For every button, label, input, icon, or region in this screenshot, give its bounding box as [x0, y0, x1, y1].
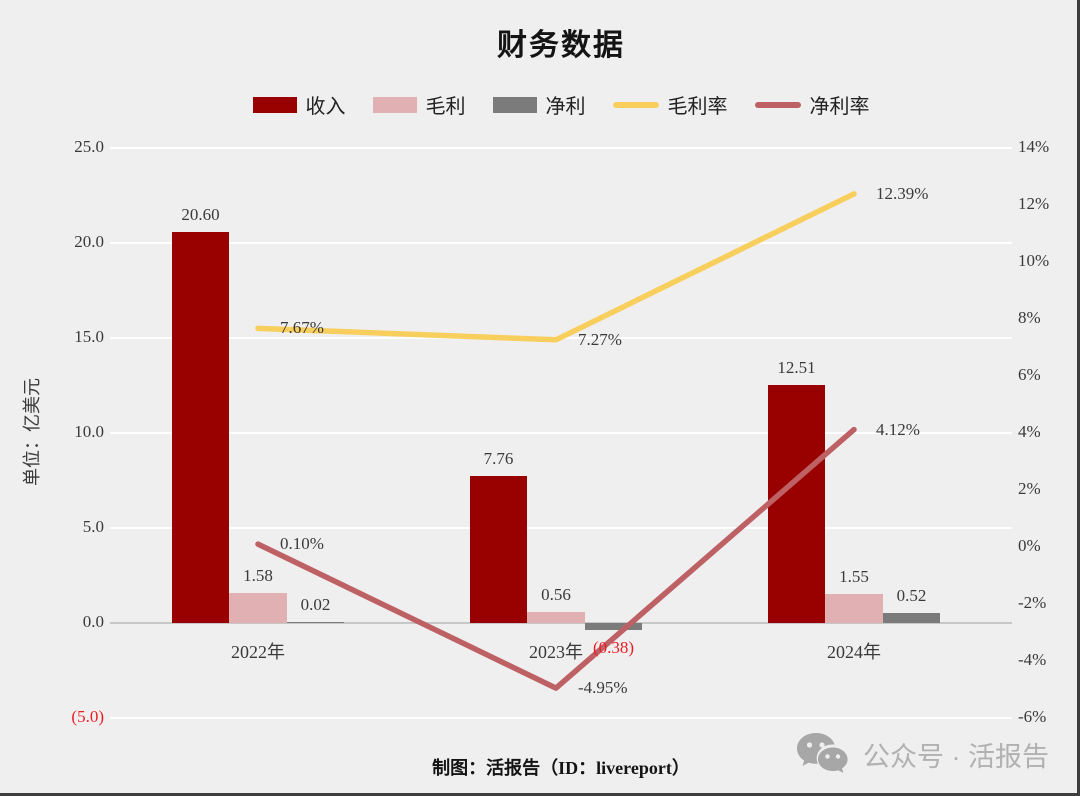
footer-credit: 制图：活报告（ID：livereport） [432, 758, 690, 778]
legend-label: 净利 [545, 96, 586, 118]
line-point-label: 12.39% [876, 183, 929, 203]
watermark: 公众号 · 活报告 [795, 731, 1049, 777]
line-毛利率 [255, 191, 857, 343]
legend-item-收入: 收入 [252, 90, 346, 119]
legend-line-swatch [612, 101, 659, 108]
bar-毛利-2024年 [825, 593, 883, 623]
gridline [110, 717, 1012, 719]
left-axis-tick-label: 25.0 [74, 137, 104, 156]
bar-收入-2023年 [469, 475, 528, 623]
legend-bar-swatch [252, 96, 297, 113]
bar-value-label: 0.56 [541, 585, 571, 605]
right-axis-tick-label: 0% [1018, 536, 1041, 555]
bar-value-label: 7.76 [483, 448, 514, 468]
right-axis-tick-label: 14% [1018, 137, 1050, 156]
x-axis-category-label: 2024年 [827, 642, 881, 662]
left-axis-tick-label: 20.0 [74, 232, 104, 251]
bar-净利-2022年 [286, 622, 345, 623]
bar-value-label: 1.58 [243, 565, 273, 585]
line-point-label: 0.10% [280, 534, 324, 554]
legend-line-swatch [754, 101, 801, 108]
x-axis-category-label: 2023年 [529, 642, 583, 662]
gridline [110, 147, 1012, 149]
legend-item-毛利率: 毛利率 [612, 90, 728, 119]
legend-item-净利率: 净利率 [754, 90, 870, 119]
legend-label: 净利率 [809, 96, 870, 118]
bar-收入-2024年 [767, 385, 826, 623]
bar-value-label: (0.38) [592, 638, 635, 658]
bar-毛利-2023年 [527, 612, 585, 623]
gridline [110, 527, 1012, 529]
line-point-label: 7.67% [280, 318, 324, 338]
bar-净利-2023年 [584, 623, 643, 631]
right-axis-tick-label: -6% [1018, 707, 1047, 726]
right-axis-tick-label: 8% [1018, 308, 1041, 327]
legend-label: 毛利率 [667, 96, 728, 118]
chart-title: 财务数据 [497, 29, 625, 62]
line-point-label: 4.12% [876, 419, 920, 439]
bar-收入-2022年 [171, 231, 230, 623]
right-axis-tick-label: 12% [1018, 194, 1050, 213]
gridline [110, 337, 1012, 339]
bar-value-label: 0.52 [896, 586, 927, 606]
bar-value-label: 1.55 [839, 566, 869, 586]
bar-value-label: 12.51 [777, 358, 816, 378]
legend-bar-swatch [492, 96, 537, 113]
bar-value-label: 20.60 [181, 204, 220, 224]
right-axis-tick-label: 4% [1018, 422, 1041, 441]
watermark-text: 公众号 · 活报告 [863, 741, 1049, 772]
right-axis-tick-label: 2% [1018, 479, 1041, 498]
bar-value-label: 0.02 [300, 595, 331, 614]
left-axis-tick-label: (5.0) [71, 707, 104, 726]
legend-item-毛利: 毛利 [372, 90, 466, 119]
legend-item-净利: 净利 [492, 90, 586, 119]
legend-label: 收入 [305, 96, 346, 118]
legend: 收入 毛利 净利 毛利率 净利率 [110, 90, 1012, 119]
bar-毛利-2022年 [229, 592, 287, 623]
x-axis-category-label: 2022年 [231, 642, 285, 662]
right-axis-tick-label: 10% [1018, 251, 1050, 270]
right-axis-tick-label: -4% [1018, 650, 1047, 669]
right-axis-tick-label: 6% [1018, 365, 1041, 384]
wechat-icon [795, 731, 851, 777]
legend-label: 毛利 [425, 96, 466, 118]
left-axis-tick-label: 15.0 [74, 327, 104, 346]
line-point-label: 7.27% [578, 329, 622, 349]
legend-bar-swatch [372, 96, 417, 113]
gridline [110, 242, 1012, 244]
left-axis-tick-label: 10.0 [74, 422, 104, 441]
line-point-label: -4.95% [578, 678, 628, 698]
left-axis-tick-label: 0.0 [82, 612, 104, 631]
right-axis-tick-label: -2% [1018, 593, 1047, 612]
left-axis-tick-label: 5.0 [82, 517, 104, 536]
bar-净利-2024年 [882, 613, 941, 623]
